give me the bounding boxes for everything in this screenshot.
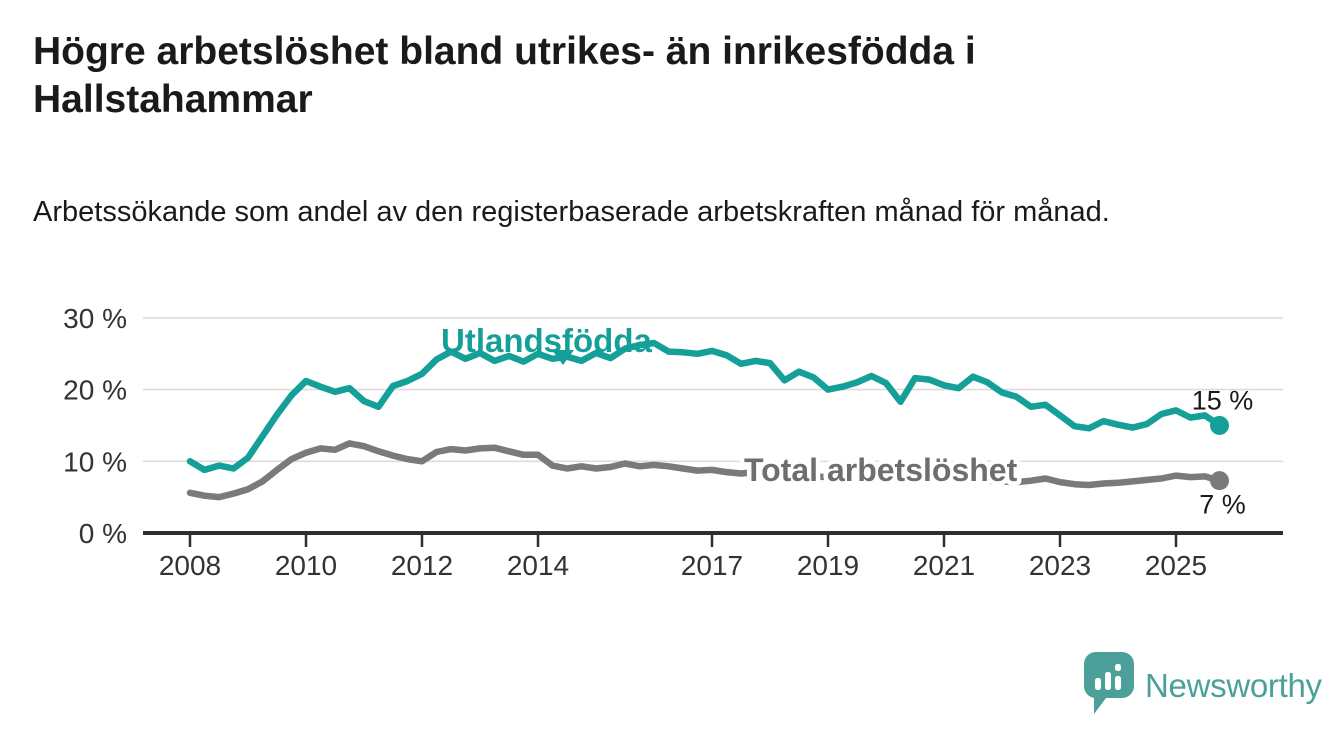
logo-exclaim-dot bbox=[1115, 664, 1121, 671]
x-tick-label: 2025 bbox=[1145, 550, 1207, 581]
y-tick-label: 20 % bbox=[63, 375, 127, 406]
end-value-label-utlandsfodda: 15 % bbox=[1192, 385, 1254, 415]
label-caret-icon bbox=[552, 350, 574, 365]
y-tick-label: 0 % bbox=[79, 518, 127, 549]
series-line-utlandsfodda bbox=[186, 339, 1223, 474]
logo-bar-tall bbox=[1105, 672, 1111, 690]
x-tick-label: 2019 bbox=[797, 550, 859, 581]
end-dot-utlandsfodda bbox=[1210, 415, 1229, 435]
x-tick-label: 2017 bbox=[681, 550, 743, 581]
chart-subtitle: Arbetssökande som andel av den registerb… bbox=[33, 196, 1110, 228]
x-tick-label: 2021 bbox=[913, 550, 975, 581]
series-label-utlandsfodda: Utlandsfödda bbox=[441, 322, 652, 359]
logo-bar-exclaim bbox=[1115, 676, 1121, 690]
y-tick-label: 30 % bbox=[63, 303, 127, 334]
newsworthy-logo-icon bbox=[1084, 652, 1134, 714]
series-line-total bbox=[186, 440, 1223, 501]
logo-bar-short bbox=[1095, 678, 1101, 690]
series-label-total: Total arbetslöshet bbox=[744, 452, 1018, 488]
end-value-label-total: 7 % bbox=[1199, 490, 1246, 520]
x-tick-label: 2010 bbox=[275, 550, 337, 581]
end-dot-total bbox=[1210, 471, 1229, 491]
x-tick-label: 2008 bbox=[159, 550, 221, 581]
x-tick-label: 2014 bbox=[507, 550, 569, 581]
chart-title: Högre arbetslöshet bland utrikes- än inr… bbox=[33, 30, 976, 121]
x-tick-label: 2012 bbox=[391, 550, 453, 581]
y-tick-label: 10 % bbox=[63, 446, 127, 477]
newsworthy-logo-text: Newsworthy bbox=[1145, 667, 1322, 704]
newsworthy-branding: Newsworthy bbox=[1084, 652, 1322, 720]
x-tick-label: 2023 bbox=[1029, 550, 1091, 581]
